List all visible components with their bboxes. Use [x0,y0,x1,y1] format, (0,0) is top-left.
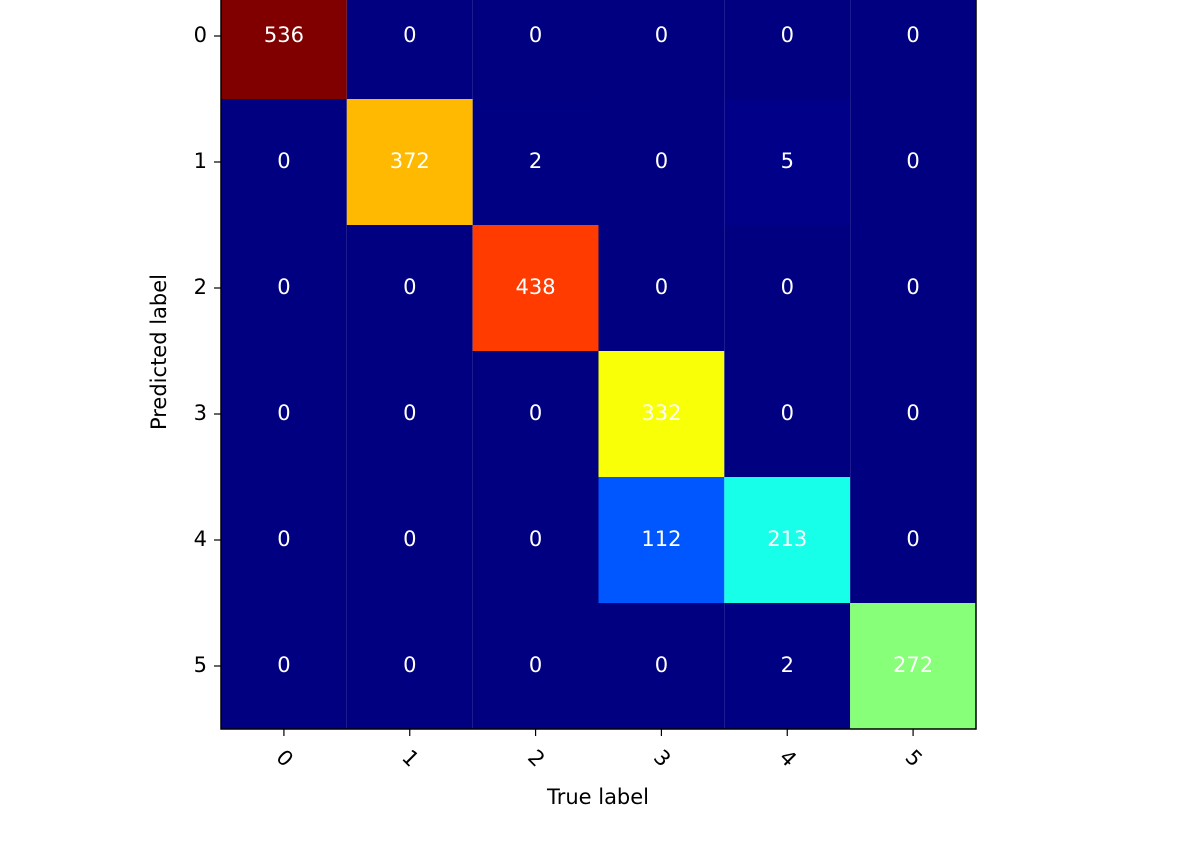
heatmap-cell [850,603,976,729]
cell-label: 0 [529,527,542,551]
cell-label: 0 [781,401,794,425]
heatmap-cell [598,603,725,729]
y-tick-label: 4 [194,527,207,551]
x-tick-label: 1 [397,745,423,771]
heatmap-cell [598,225,725,351]
cell-label: 0 [529,401,542,425]
cell-label: 112 [641,527,681,551]
cell-label: 0 [403,653,416,677]
cell-label: 0 [781,275,794,299]
heatmap-cell [346,99,473,225]
cell-label: 0 [655,275,668,299]
cell-label: 438 [516,275,556,299]
cell-label: 213 [767,527,807,551]
heatmap-cell [221,603,347,729]
heatmap-cell [598,351,725,477]
x-tick-label: 5 [901,745,927,771]
cell-label: 0 [906,275,919,299]
heatmap-cell [850,351,976,477]
y-axis-label: Predicted label [147,274,171,430]
heatmap-cell [850,477,976,603]
heatmap-cell [724,225,851,351]
heatmap-cell [598,477,725,603]
heatmap-cell [221,351,347,477]
cell-label: 0 [781,23,794,47]
heatmap-cell [724,99,851,225]
cell-label: 0 [277,401,290,425]
cell-label: 0 [906,527,919,551]
y-tick-label: 3 [194,401,207,425]
heatmap-cell [472,351,599,477]
cell-label: 0 [906,149,919,173]
heatmap-cell [346,0,473,99]
cell-label: 0 [655,149,668,173]
heatmap-cell [472,225,599,351]
heatmap-cell [472,0,599,99]
y-tick-label: 5 [194,653,207,677]
heatmap-cell [346,603,473,729]
cell-label: 0 [277,653,290,677]
cell-label: 332 [641,401,681,425]
heatmap-cell [221,225,347,351]
x-tick-label: 3 [649,745,675,771]
cell-label: 272 [893,653,933,677]
heatmap-cell [724,477,851,603]
cell-label: 2 [781,653,794,677]
heatmap-cell [598,0,725,99]
heatmap-cell [850,225,976,351]
cell-label: 0 [277,527,290,551]
cell-label: 0 [403,275,416,299]
heatmap-cell [724,603,851,729]
cell-label: 536 [264,23,304,47]
y-tick-label: 0 [194,23,207,47]
heatmap-cell [850,99,976,225]
cell-label: 0 [655,23,668,47]
y-tick-label: 2 [194,275,207,299]
cell-label: 0 [403,527,416,551]
y-tick-label: 1 [194,149,207,173]
x-tick-label: 2 [523,745,549,771]
plot-frame [220,0,977,730]
cell-label: 0 [403,401,416,425]
x-tick-label: 4 [775,745,801,771]
x-axis-label: True label [546,785,649,809]
heatmap-cell [346,225,473,351]
cell-label: 0 [277,275,290,299]
cell-label: 0 [529,23,542,47]
heatmap-cell [221,99,347,225]
cell-label: 0 [906,401,919,425]
heatmap-cell [724,0,851,99]
heatmap-cell [346,351,473,477]
cell-label: 0 [906,23,919,47]
heatmap-cell [221,477,347,603]
heatmap-cell [850,0,976,99]
heatmap-cell [346,477,473,603]
cell-label: 0 [655,653,668,677]
cell-label: 0 [277,149,290,173]
cell-label: 0 [529,653,542,677]
cell-label: 5 [781,149,794,173]
heatmap-cell [472,603,599,729]
x-tick-label: 0 [271,745,297,771]
cell-label: 0 [403,23,416,47]
cell-label: 2 [529,149,542,173]
heatmap-cell [724,351,851,477]
heatmap-cell [472,477,599,603]
heatmap-cell [221,0,347,99]
heatmap-cell [472,99,599,225]
heatmap-cell [598,99,725,225]
cell-label: 372 [390,149,430,173]
